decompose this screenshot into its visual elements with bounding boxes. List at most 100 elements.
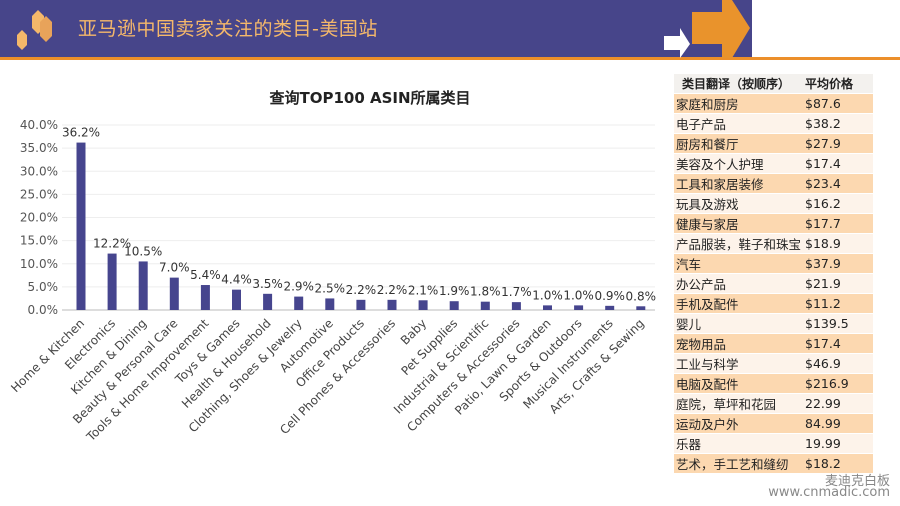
price-cell: 84.99 (803, 413, 874, 435)
data-label: 2.2% (377, 283, 408, 297)
table-row: 汽车 $37.9 (674, 253, 874, 275)
category-cell: 宠物用品 (674, 333, 804, 355)
data-label: 2.1% (408, 283, 439, 297)
table-row: 工业与科学 $46.9 (674, 353, 874, 375)
y-tick-label: 30.0% (20, 164, 58, 178)
bar (107, 253, 117, 310)
price-cell: $17.4 (803, 333, 874, 355)
category-cell: 厨房和餐厅 (674, 133, 804, 155)
y-tick-label: 20.0% (20, 211, 58, 225)
data-label: 1.8% (470, 285, 501, 299)
data-label: 2.2% (346, 283, 377, 297)
bar (543, 305, 552, 310)
bar (76, 142, 86, 310)
column-header-category: 类目翻译（按顺序） (674, 74, 804, 95)
category-cell: 办公产品 (674, 273, 804, 295)
bar-chart: 查询TOP100 ASIN所属类目 0.0% 5.0% 10.0% 15.0% 20.0… (8, 89, 657, 445)
price-cell: $16.2 (803, 193, 874, 215)
table-row: 庭院，草坪和花园 22.99 (674, 393, 874, 415)
price-table: 类目翻译（按顺序） 平均价格 家庭和厨房 $87.6 电子产品 $38.2 厨房和餐厅 $… (674, 74, 874, 475)
bar (294, 296, 304, 310)
watermark-name: 麦迪克白板 (824, 474, 890, 489)
watermark-url: www.cnmadic.com (768, 485, 890, 500)
bar (449, 301, 459, 310)
price-cell: $27.9 (803, 133, 874, 155)
table-row: 玩具及游戏 $16.2 (674, 193, 874, 215)
table-row: 办公产品 $21.9 (674, 273, 874, 295)
category-cell: 运动及户外 (674, 413, 804, 435)
data-label: 2.5% (315, 281, 346, 295)
table-row: 艺术，手工艺和缝纫 $18.2 (674, 453, 874, 475)
category-cell: 家庭和厨房 (674, 93, 804, 115)
y-tick-label: 35.0% (20, 141, 58, 155)
price-cell: $38.2 (803, 113, 874, 135)
bar (387, 299, 397, 310)
price-cell: $216.9 (803, 373, 874, 395)
price-cell: 19.99 (803, 433, 874, 455)
price-cell: $11.2 (803, 293, 874, 315)
category-cell: 电子产品 (674, 113, 804, 135)
category-cell: 乐器 (674, 433, 804, 455)
category-cell: 美容及个人护理 (674, 153, 804, 175)
bar (232, 289, 241, 310)
y-tick-label: 0.0% (28, 303, 59, 317)
data-label: 0.8% (626, 289, 657, 303)
data-label: 4.4% (221, 273, 252, 287)
y-tick-label: 5.0% (28, 280, 59, 294)
y-tick-label: 25.0% (20, 187, 58, 201)
data-label: 7.0% (159, 261, 190, 275)
category-cell: 玩具及游戏 (674, 193, 804, 215)
category-cell: 汽车 (674, 253, 804, 275)
column-header-price: 平均价格 (803, 74, 874, 95)
price-cell: $139.5 (803, 313, 874, 335)
data-label: 36.2% (62, 126, 100, 140)
category-cell: 工业与科学 (674, 353, 804, 375)
table-row: 工具和家居装修 $23.4 (674, 173, 874, 195)
table-row: 宠物用品 $17.4 (674, 333, 874, 355)
category-cell: 手机及配件 (674, 293, 804, 315)
price-cell: $17.4 (803, 153, 874, 175)
chart-title: 查询TOP100 ASIN所属类目 (269, 89, 470, 107)
bar (511, 302, 521, 310)
bar (418, 300, 428, 310)
table-row: 运动及户外 84.99 (674, 413, 874, 435)
category-cell: 电脑及配件 (674, 373, 804, 395)
category-cell: 健康与家居 (674, 213, 804, 235)
data-label: 2.9% (283, 280, 314, 294)
price-cell: $18.9 (803, 233, 874, 255)
category-cell: 艺术，手工艺和缝纫 (674, 453, 804, 475)
table-row: 手机及配件 $11.2 (674, 293, 874, 315)
bar (605, 305, 615, 310)
data-label: 12.2% (93, 237, 131, 251)
bar (169, 277, 179, 310)
table-row: 电子产品 $38.2 (674, 113, 874, 135)
price-cell: $46.9 (803, 353, 874, 375)
data-label: 10.5% (124, 244, 162, 258)
header-underline (0, 57, 900, 60)
price-cell: $21.9 (803, 273, 874, 295)
table-row: 电脑及配件 $216.9 (674, 373, 874, 395)
table-row: 家庭和厨房 $87.6 (674, 93, 874, 115)
y-tick-label: 10.0% (20, 257, 58, 271)
data-label: 1.0% (532, 288, 563, 302)
bar (325, 298, 335, 310)
category-cell: 产品服装，鞋子和珠宝 (674, 233, 804, 255)
bar (356, 299, 366, 310)
category-cell: 婴儿 (674, 313, 804, 335)
y-tick-label: 15.0% (20, 234, 58, 248)
price-cell: $87.6 (803, 93, 874, 115)
bar (636, 306, 646, 310)
data-label: 3.5% (252, 277, 283, 291)
hexagon-logo-icon (17, 10, 52, 50)
bar (263, 293, 273, 310)
bar (480, 301, 490, 310)
table-row: 健康与家居 $17.7 (674, 213, 874, 235)
header-band (0, 0, 752, 57)
price-cell: $23.4 (803, 173, 874, 195)
price-cell: $18.2 (803, 453, 874, 475)
data-label: 1.7% (501, 285, 532, 299)
price-cell: $37.9 (803, 253, 874, 275)
bar (574, 305, 584, 310)
table-row: 美容及个人护理 $17.4 (674, 153, 874, 175)
price-cell: 22.99 (803, 393, 874, 415)
